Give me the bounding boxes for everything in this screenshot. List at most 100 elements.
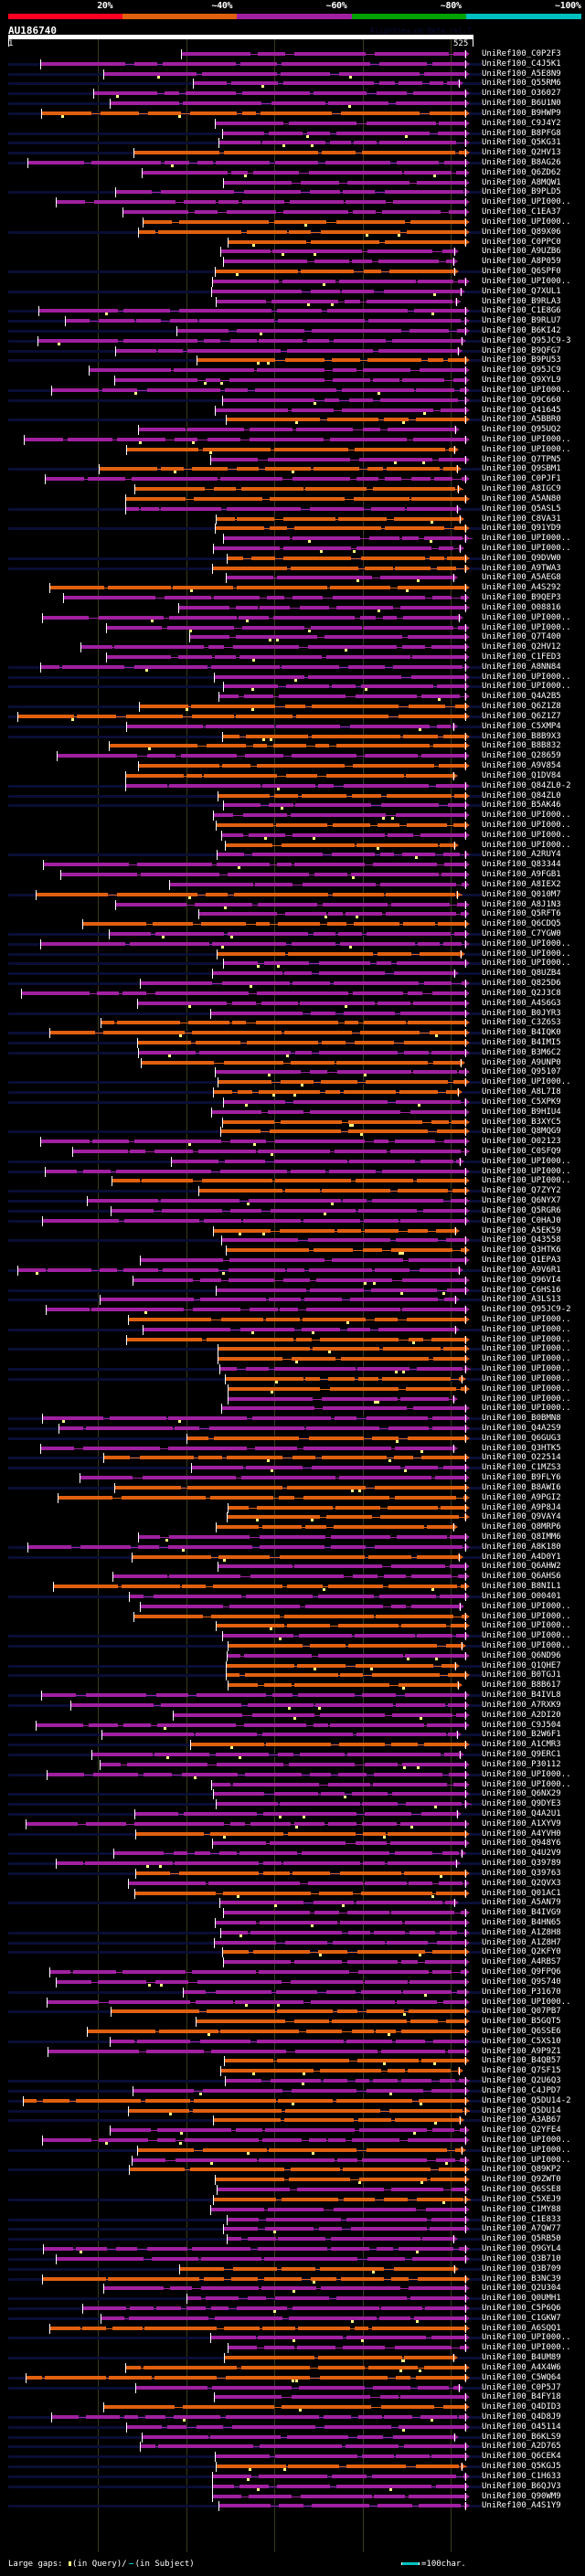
hit-row[interactable]: UniRef100_Q3HTK5 xyxy=(0,1443,585,1454)
hit-row[interactable]: UniRef100_UPI000.. xyxy=(0,949,585,959)
hit-row[interactable]: UniRef100_B9QEP3 xyxy=(0,593,585,604)
hit-row[interactable]: UniRef100_Q4U2V9 xyxy=(0,1849,585,1860)
hit-label[interactable]: UniRef100_A9P8J4 xyxy=(482,1502,561,1512)
hit-row[interactable]: UniRef100_Q83344 xyxy=(0,860,585,871)
hit-row[interactable]: UniRef100_B9RLA3 xyxy=(0,296,585,307)
hit-label[interactable]: UniRef100_UPI000.. xyxy=(482,1997,571,2007)
hit-row[interactable]: UniRef100_Q5DU14-2 xyxy=(0,2095,585,2106)
hit-label[interactable]: UniRef100_UPI000.. xyxy=(482,938,571,949)
hit-row[interactable]: UniRef100_Q5RFT6 xyxy=(0,909,585,920)
hit-row[interactable]: UniRef100_Q6SPF0 xyxy=(0,267,585,278)
hit-label[interactable]: UniRef100_Q07PB7 xyxy=(482,2007,561,2017)
hit-label[interactable]: UniRef100_O45114 xyxy=(482,2422,561,2432)
hit-row[interactable]: UniRef100_A1XYV9 xyxy=(0,1818,585,1829)
hit-label[interactable]: UniRef100_B8NIL1 xyxy=(482,1582,561,1592)
hit-row[interactable]: UniRef100_B5GQT5 xyxy=(0,2017,585,2028)
hit-row[interactable]: UniRef100_C1E833 xyxy=(0,2214,585,2225)
hit-label[interactable]: UniRef100_C4J5K1 xyxy=(482,58,561,69)
hit-row[interactable]: UniRef100_C1MY88 xyxy=(0,2204,585,2215)
hit-label[interactable]: UniRef100_A4X4W6 xyxy=(482,2362,561,2372)
hit-row[interactable]: UniRef100_Q84ZL0 xyxy=(0,790,585,801)
hit-row[interactable]: UniRef100_UPI000.. xyxy=(0,1404,585,1415)
hit-label[interactable]: UniRef100_Q4D8J9 xyxy=(482,2412,561,2422)
hit-label[interactable]: UniRef100_P31670 xyxy=(482,1987,561,1997)
hit-label[interactable]: UniRef100_UPI000.. xyxy=(482,1344,571,1354)
hit-row[interactable]: UniRef100_B8B9X3 xyxy=(0,731,585,742)
hit-row[interactable]: UniRef100_B3XYC5 xyxy=(0,1117,585,1128)
hit-row[interactable]: UniRef100_O22514 xyxy=(0,1453,585,1464)
hit-label[interactable]: UniRef100_B4FY18 xyxy=(482,2392,561,2402)
hit-row[interactable]: UniRef100_A6SQQ1 xyxy=(0,2323,585,2334)
hit-label[interactable]: UniRef100_Q83344 xyxy=(482,860,561,870)
hit-row[interactable]: UniRef100_Q90WM9 xyxy=(0,2491,585,2502)
hit-label[interactable]: UniRef100_C4JPD7 xyxy=(482,2085,561,2095)
hit-row[interactable]: UniRef100_Q1QHE7 xyxy=(0,1660,585,1671)
hit-row[interactable]: UniRef100_B4HN65 xyxy=(0,1917,585,1928)
hit-row[interactable]: UniRef100_Q07PB7 xyxy=(0,2007,585,2018)
hit-label[interactable]: UniRef100_Q95UQ2 xyxy=(482,425,561,435)
hit-row[interactable]: UniRef100_A4RBS7 xyxy=(0,1957,585,1968)
hit-label[interactable]: UniRef100_UPI000.. xyxy=(482,385,571,395)
hit-row[interactable]: UniRef100_UPI000.. xyxy=(0,1769,585,1780)
hit-row[interactable]: UniRef100_UPI000.. xyxy=(0,830,585,841)
hit-label[interactable]: UniRef100_O22514 xyxy=(482,1453,561,1463)
hit-row[interactable]: UniRef100_UPI000.. xyxy=(0,1314,585,1325)
hit-label[interactable]: UniRef100_B4IQK0 xyxy=(482,1028,561,1038)
hit-label[interactable]: UniRef100_Q6AHS6 xyxy=(482,1572,561,1582)
hit-row[interactable]: UniRef100_A9PGI2 xyxy=(0,1492,585,1503)
hit-label[interactable]: UniRef100_Q6NX29 xyxy=(482,1789,561,1799)
hit-row[interactable]: UniRef100_Q91YD9 xyxy=(0,524,585,535)
hit-label[interactable]: UniRef100_Q90WM9 xyxy=(482,2491,561,2501)
hit-label[interactable]: UniRef100_UPI000.. xyxy=(482,2155,571,2165)
hit-row[interactable]: UniRef100_C9J504 xyxy=(0,1720,585,1731)
hit-label[interactable]: UniRef100_UPI000.. xyxy=(482,1354,571,1364)
hit-label[interactable]: UniRef100_Q3HTK5 xyxy=(482,1443,561,1453)
hit-label[interactable]: UniRef100_Q43558 xyxy=(482,1235,561,1246)
hit-row[interactable]: UniRef100_A8NN84 xyxy=(0,662,585,673)
hit-label[interactable]: UniRef100_A6SQQ1 xyxy=(482,2323,561,2333)
hit-row[interactable]: UniRef100_Q7SF15 xyxy=(0,2066,585,2077)
hit-row[interactable]: UniRef100_B4IQK0 xyxy=(0,1028,585,1039)
hit-label[interactable]: UniRef100_Q5KGJ5 xyxy=(482,2462,561,2472)
hit-row[interactable]: UniRef100_Q43558 xyxy=(0,1235,585,1246)
hit-label[interactable]: UniRef100_B6KI42 xyxy=(482,325,561,335)
hit-label[interactable]: UniRef100_Q9XYL9 xyxy=(482,376,561,386)
hit-label[interactable]: UniRef100_Q5DU14 xyxy=(482,2105,561,2115)
hit-row[interactable]: UniRef100_UPI000.. xyxy=(0,959,585,970)
hit-label[interactable]: UniRef100_A7QW77 xyxy=(482,2224,561,2234)
hit-label[interactable]: UniRef100_A2DI20 xyxy=(482,1710,561,1720)
hit-label[interactable]: UniRef100_UPI000.. xyxy=(482,2145,571,2155)
hit-row[interactable]: UniRef100_UPI000.. xyxy=(0,1779,585,1790)
hit-row[interactable]: UniRef100_B9HIU4 xyxy=(0,1107,585,1118)
hit-label[interactable]: UniRef100_Q2U6Q3 xyxy=(482,2076,561,2086)
hit-row[interactable]: UniRef100_C8VA31 xyxy=(0,514,585,525)
hit-row[interactable]: UniRef100_B4QB57 xyxy=(0,2056,585,2067)
hit-row[interactable]: UniRef100_UPI000.. xyxy=(0,820,585,831)
hit-row[interactable]: UniRef100_P30112 xyxy=(0,1759,585,1770)
hit-label[interactable]: UniRef100_O02123 xyxy=(482,1137,561,1147)
hit-label[interactable]: UniRef100_Q2J3C8 xyxy=(482,988,561,998)
hit-label[interactable]: UniRef100_Q5ASL5 xyxy=(482,504,561,514)
hit-row[interactable]: UniRef100_Q39789 xyxy=(0,1859,585,1870)
hit-label[interactable]: UniRef100_A1Z8H8 xyxy=(482,1927,561,1937)
hit-row[interactable]: UniRef100_B6QJV3 xyxy=(0,2481,585,2492)
hit-row[interactable]: UniRef100_Q8MQG9 xyxy=(0,1127,585,1138)
hit-row[interactable]: UniRef100_Q89X06 xyxy=(0,227,585,238)
hit-label[interactable]: UniRef100_A8NN84 xyxy=(482,662,561,672)
hit-row[interactable]: UniRef100_Q6ND96 xyxy=(0,1650,585,1661)
hit-label[interactable]: UniRef100_O00401 xyxy=(482,1591,561,1601)
hit-row[interactable]: UniRef100_B6U1N0 xyxy=(0,99,585,110)
hit-row[interactable]: UniRef100_B0TGJ1 xyxy=(0,1670,585,1681)
hit-label[interactable]: UniRef100_C1EA37 xyxy=(482,207,561,217)
hit-row[interactable]: UniRef100_A9V854 xyxy=(0,761,585,772)
hit-row[interactable]: UniRef100_Q95JC9-3 xyxy=(0,335,585,346)
hit-label[interactable]: UniRef100_Q6Z1Z8 xyxy=(482,702,561,712)
hit-row[interactable]: UniRef100_Q6NYX7 xyxy=(0,1196,585,1207)
hit-label[interactable]: UniRef100_A1CMR3 xyxy=(482,1740,561,1750)
hit-label[interactable]: UniRef100_B6KLS9 xyxy=(482,2432,561,2442)
hit-row[interactable]: UniRef100_B5AK46 xyxy=(0,800,585,811)
hit-row[interactable]: UniRef100_A4YVH0 xyxy=(0,1829,585,1839)
hit-label[interactable]: UniRef100_Q948Y6 xyxy=(482,1839,561,1849)
hit-label[interactable]: UniRef100_UPI000.. xyxy=(482,840,571,850)
hit-label[interactable]: UniRef100_Q9GYL4 xyxy=(482,2244,561,2254)
